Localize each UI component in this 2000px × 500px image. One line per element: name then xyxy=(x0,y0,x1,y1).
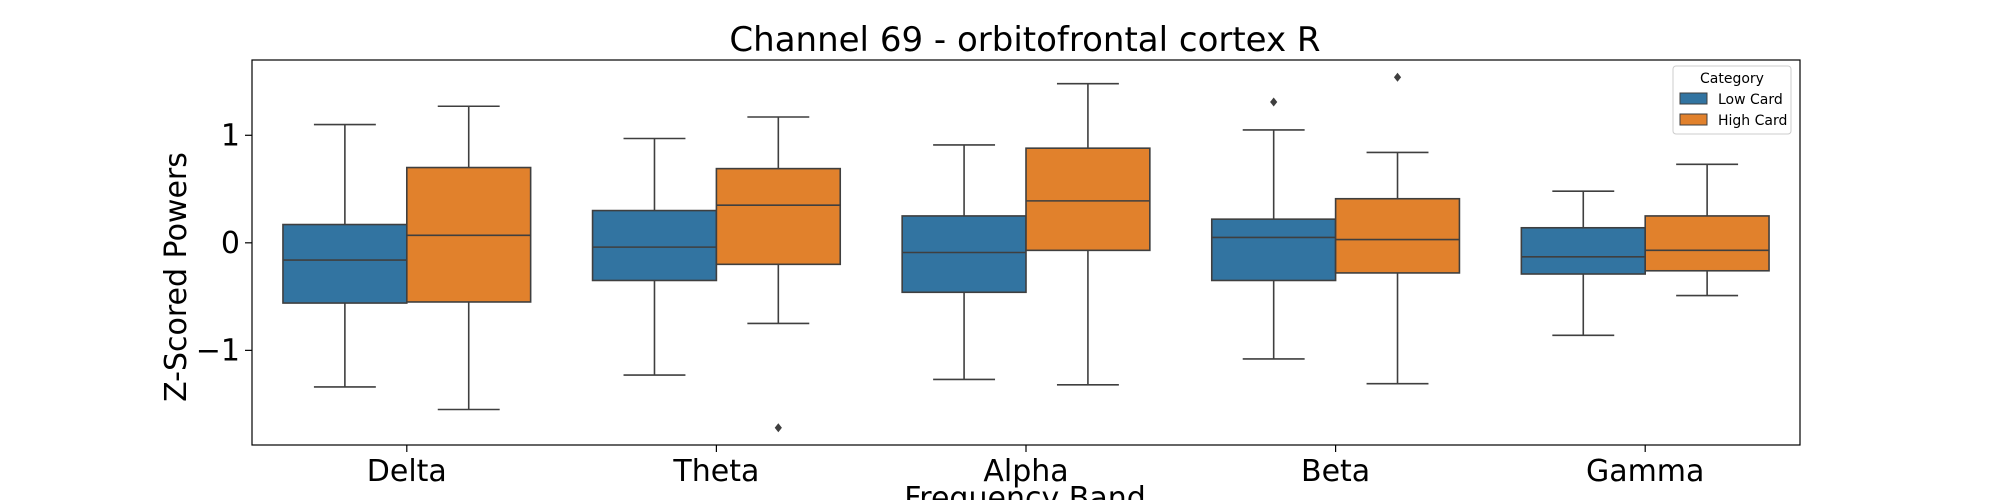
box-low-card xyxy=(1210,218,1337,282)
legend-entry-low-card: Low Card xyxy=(1718,92,1783,108)
legend-entry-high-card: High Card xyxy=(1718,113,1787,129)
box-low-card xyxy=(282,223,408,304)
x-tick-label: Theta xyxy=(672,454,759,489)
y-tick-label: 0 xyxy=(221,226,240,261)
x-tick-label: Delta xyxy=(367,454,447,489)
box-low-card xyxy=(901,215,1027,294)
x-tick-label: Beta xyxy=(1301,454,1370,489)
y-tick-label: 1 xyxy=(221,118,240,153)
legend-swatch-low-card xyxy=(1679,92,1708,105)
plot-area: −1 0 1 Delta Theta Alpha Beta Gamma xyxy=(196,72,1770,489)
chart-title: Channel 69 - orbitofrontal cortex R xyxy=(729,20,1320,60)
y-axis-label: Z-Scored Powers xyxy=(159,152,194,402)
outlier-high-card xyxy=(774,423,782,433)
box-low-card xyxy=(591,209,718,282)
box-high-card xyxy=(715,167,842,266)
box-high-card xyxy=(1334,197,1461,274)
legend-title: Category xyxy=(1700,71,1764,87)
outlier-low-card xyxy=(1270,97,1278,107)
x-tick-label: Gamma xyxy=(1586,454,1704,489)
legend: Category Low Card High Card xyxy=(1672,65,1792,135)
box-high-card xyxy=(1644,215,1770,272)
plot-frame xyxy=(251,59,1801,446)
y-tick-label: −1 xyxy=(196,333,240,368)
box-high-card xyxy=(1025,147,1151,252)
box-low-card xyxy=(1520,226,1646,275)
x-tick-label: Alpha xyxy=(983,454,1068,489)
legend-swatch-high-card xyxy=(1679,113,1708,126)
x-axis-label: Frequency Band xyxy=(904,481,1146,500)
outlier-high-card xyxy=(1393,72,1402,82)
